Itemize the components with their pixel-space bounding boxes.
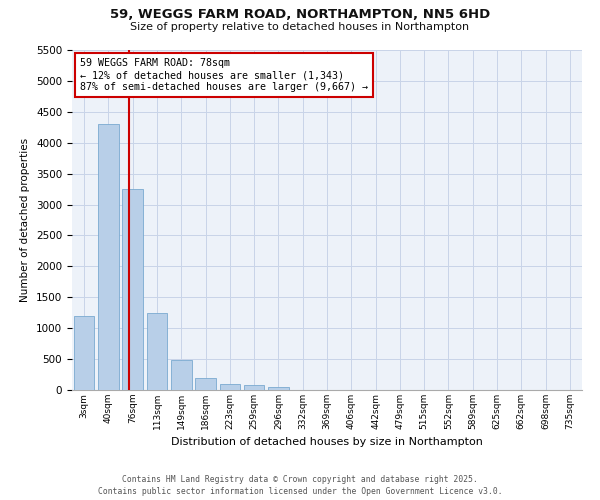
Bar xyxy=(98,124,119,390)
Bar xyxy=(171,360,191,390)
Text: 59, WEGGS FARM ROAD, NORTHAMPTON, NN5 6HD: 59, WEGGS FARM ROAD, NORTHAMPTON, NN5 6H… xyxy=(110,8,490,20)
Bar xyxy=(195,378,216,390)
Bar xyxy=(220,384,240,390)
Bar xyxy=(268,387,289,390)
Bar xyxy=(74,316,94,390)
Bar xyxy=(244,386,265,390)
Bar xyxy=(146,312,167,390)
Y-axis label: Number of detached properties: Number of detached properties xyxy=(20,138,31,302)
Text: Size of property relative to detached houses in Northampton: Size of property relative to detached ho… xyxy=(130,22,470,32)
Bar xyxy=(122,189,143,390)
Text: 59 WEGGS FARM ROAD: 78sqm
← 12% of detached houses are smaller (1,343)
87% of se: 59 WEGGS FARM ROAD: 78sqm ← 12% of detac… xyxy=(80,58,368,92)
Text: Contains HM Land Registry data © Crown copyright and database right 2025.
Contai: Contains HM Land Registry data © Crown c… xyxy=(98,474,502,496)
X-axis label: Distribution of detached houses by size in Northampton: Distribution of detached houses by size … xyxy=(171,438,483,448)
